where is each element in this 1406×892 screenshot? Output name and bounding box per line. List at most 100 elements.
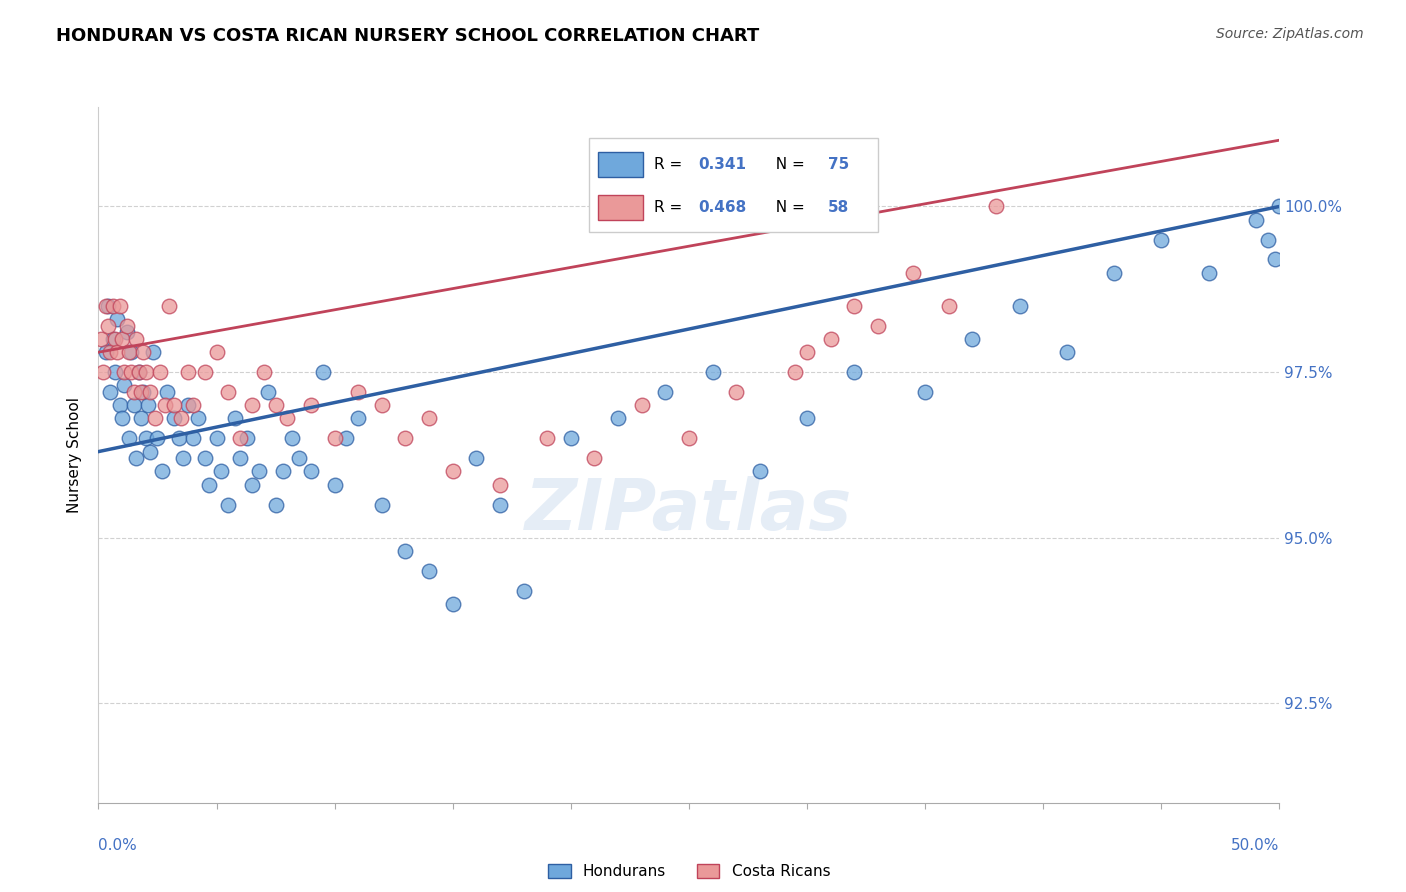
Point <box>678 431 700 445</box>
Point <box>253 365 276 379</box>
Point <box>139 384 162 399</box>
Point <box>536 431 558 445</box>
Point <box>489 477 512 491</box>
Point <box>156 384 179 399</box>
Text: 0.341: 0.341 <box>699 157 747 171</box>
Y-axis label: Nursery School: Nursery School <box>67 397 83 513</box>
Point <box>181 431 204 445</box>
Point <box>98 345 121 359</box>
Point <box>146 431 169 445</box>
Point <box>194 451 217 466</box>
Point <box>844 365 866 379</box>
Point <box>1244 212 1267 227</box>
Text: N =: N = <box>766 157 810 171</box>
Point <box>441 597 464 611</box>
Point <box>394 544 416 558</box>
Point <box>142 345 165 359</box>
Point <box>108 299 131 313</box>
Point <box>441 465 464 479</box>
Text: N =: N = <box>766 200 810 215</box>
Point <box>163 398 186 412</box>
Point <box>177 365 200 379</box>
Text: R =: R = <box>654 157 686 171</box>
Point <box>101 332 124 346</box>
FancyBboxPatch shape <box>598 152 643 177</box>
Text: 50.0%: 50.0% <box>1232 838 1279 854</box>
Point <box>607 411 630 425</box>
Point <box>257 384 280 399</box>
Point <box>98 384 121 399</box>
Point <box>1264 252 1286 267</box>
Text: 0.468: 0.468 <box>699 200 747 215</box>
Point <box>1150 233 1173 247</box>
Point <box>128 365 150 379</box>
Point <box>129 384 152 399</box>
Point <box>104 332 127 346</box>
Point <box>1198 266 1220 280</box>
Point <box>796 345 818 359</box>
Point <box>198 477 221 491</box>
Point <box>97 318 120 333</box>
Point <box>187 411 209 425</box>
Point <box>725 384 748 399</box>
Point <box>111 411 134 425</box>
Point <box>122 384 145 399</box>
Text: 75: 75 <box>828 157 849 171</box>
Point <box>163 411 186 425</box>
Point <box>323 431 346 445</box>
Point <box>418 564 440 578</box>
Point <box>129 411 152 425</box>
Point <box>465 451 488 466</box>
Point <box>121 365 143 379</box>
Point <box>271 465 294 479</box>
Point <box>229 431 252 445</box>
Legend: Hondurans, Costa Ricans: Hondurans, Costa Ricans <box>541 858 837 886</box>
Point <box>181 398 204 412</box>
Point <box>371 498 394 512</box>
Point <box>1008 299 1031 313</box>
Point <box>143 411 166 425</box>
Point <box>224 411 246 425</box>
Text: Source: ZipAtlas.com: Source: ZipAtlas.com <box>1216 27 1364 41</box>
Point <box>229 451 252 466</box>
Point <box>796 411 818 425</box>
Point <box>97 299 120 313</box>
Point <box>167 431 190 445</box>
Point <box>153 398 176 412</box>
Point <box>1257 233 1279 247</box>
Point <box>118 345 141 359</box>
Point <box>748 465 770 479</box>
Point <box>489 498 512 512</box>
Point <box>135 365 157 379</box>
Point <box>583 451 606 466</box>
Point <box>247 465 270 479</box>
Point <box>938 299 960 313</box>
Point <box>139 444 162 458</box>
Point <box>149 365 172 379</box>
Point <box>512 583 534 598</box>
Point <box>323 477 346 491</box>
Point <box>112 365 135 379</box>
Point <box>654 384 676 399</box>
Point <box>94 299 117 313</box>
Point <box>702 365 724 379</box>
Point <box>108 398 131 412</box>
Point <box>560 431 582 445</box>
Point <box>281 431 304 445</box>
Point <box>1102 266 1125 280</box>
Point <box>1056 345 1078 359</box>
Point <box>125 332 148 346</box>
Point <box>1268 199 1291 213</box>
Point <box>177 398 200 412</box>
Text: 0.0%: 0.0% <box>98 838 138 854</box>
Point <box>844 299 866 313</box>
Point <box>205 431 228 445</box>
Point <box>135 431 157 445</box>
Point <box>150 465 173 479</box>
Point <box>288 451 311 466</box>
Text: R =: R = <box>654 200 686 215</box>
Point <box>205 345 228 359</box>
Point <box>112 378 135 392</box>
Point <box>128 365 150 379</box>
Point <box>312 365 335 379</box>
